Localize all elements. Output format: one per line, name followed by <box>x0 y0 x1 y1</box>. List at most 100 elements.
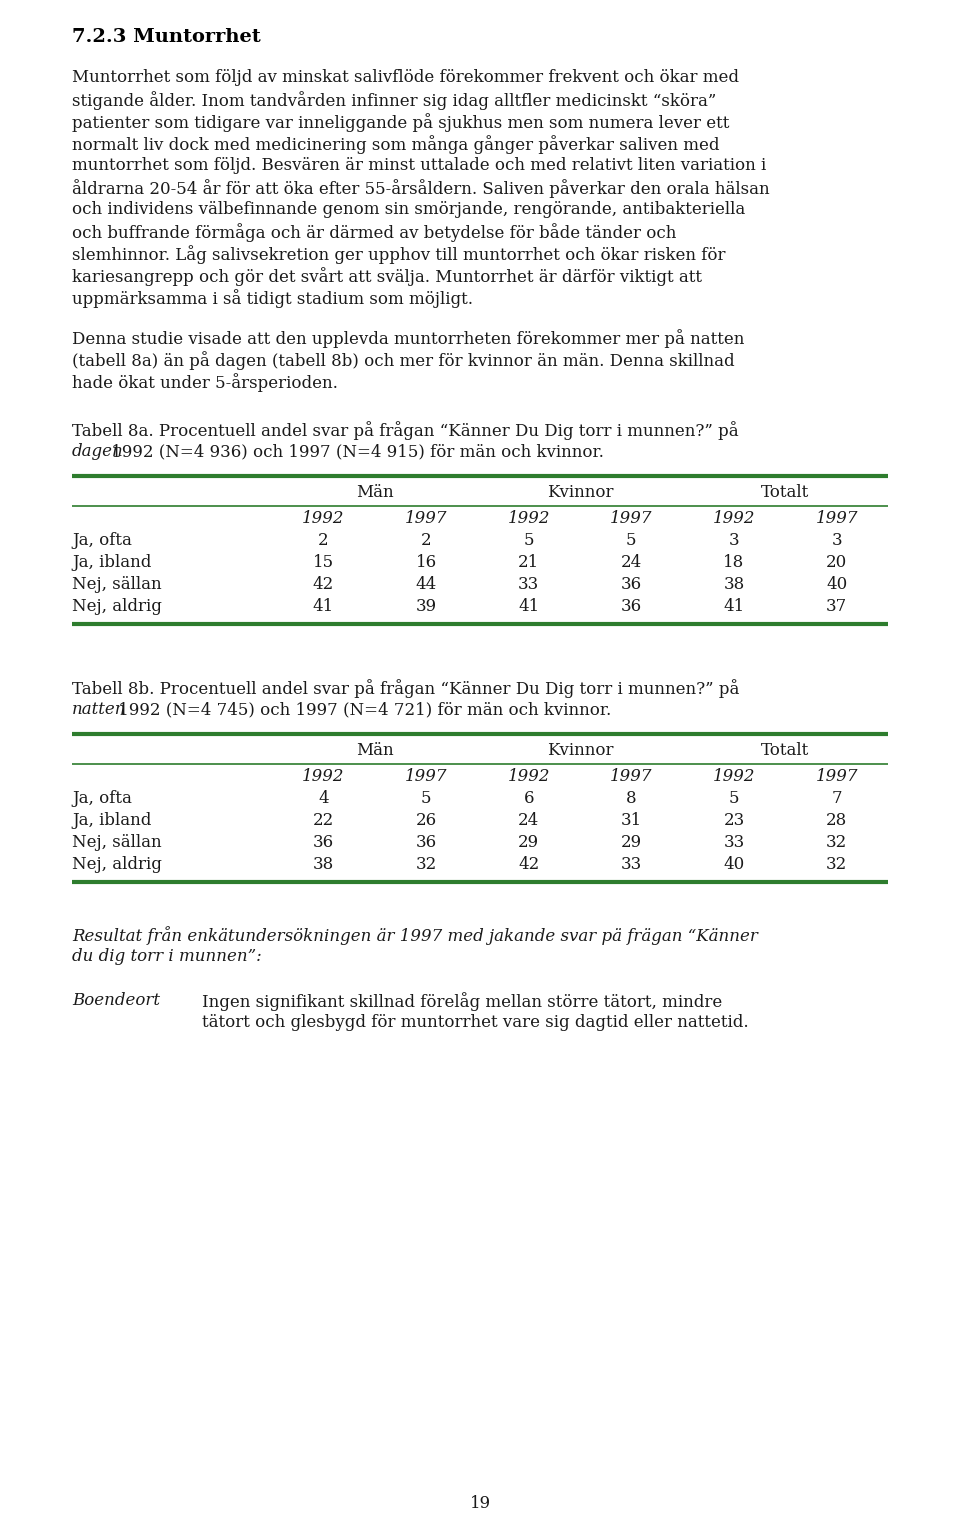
Text: 26: 26 <box>416 812 437 829</box>
Text: 19: 19 <box>469 1495 491 1512</box>
Text: 2: 2 <box>420 531 431 548</box>
Text: 1992: 1992 <box>712 510 756 527</box>
Text: och buffrande förmåga och är därmed av betydelse för både tänder och: och buffrande förmåga och är därmed av b… <box>72 223 677 242</box>
Text: Nej, aldrig: Nej, aldrig <box>72 598 162 614</box>
Text: 24: 24 <box>621 554 642 571</box>
Text: 1992: 1992 <box>508 768 550 785</box>
Text: 2: 2 <box>318 531 328 548</box>
Text: Ja, ibland: Ja, ibland <box>72 554 152 571</box>
Text: 7.2.3 Muntorrhet: 7.2.3 Muntorrhet <box>72 28 261 46</box>
Text: uppmärksamma i så tidigt stadium som möjligt.: uppmärksamma i så tidigt stadium som möj… <box>72 290 473 308</box>
Text: 36: 36 <box>621 576 642 593</box>
Text: 31: 31 <box>621 812 642 829</box>
Text: hade ökat under 5-årsperioden.: hade ökat under 5-årsperioden. <box>72 373 338 391</box>
Text: Resultat från enkätundersökningen är 1997 med jakande svar pä frägan “Känne: Resultat från enkätundersökningen är 1… <box>72 926 757 946</box>
Text: stigande ålder. Inom tandvården infinner sig idag alltfler medicinskt “sköra”: stigande ålder. Inom tandvården infinner… <box>72 91 716 109</box>
Text: 5: 5 <box>420 790 431 807</box>
Text: 1992: 1992 <box>302 768 345 785</box>
Text: 29: 29 <box>621 835 642 852</box>
Text: 38: 38 <box>313 856 334 873</box>
Text: 1992 (N=4 936) och 1997 (N=4 915) för män och kvinnor.: 1992 (N=4 936) och 1997 (N=4 915) för mä… <box>106 444 604 460</box>
Text: 41: 41 <box>724 598 745 614</box>
Text: 16: 16 <box>416 554 437 571</box>
Text: natten: natten <box>72 701 127 718</box>
Text: Ja, ofta: Ja, ofta <box>72 531 132 548</box>
Text: Män: Män <box>356 742 394 759</box>
Text: 38: 38 <box>724 576 745 593</box>
Text: du dig torr i munnen”:: du dig torr i munnen”: <box>72 949 262 966</box>
Text: 1997: 1997 <box>405 768 447 785</box>
Text: 28: 28 <box>826 812 848 829</box>
Text: slemhinnor. Låg salivsekretion ger upphov till muntorrhet och ökar risken för: slemhinnor. Låg salivsekretion ger uppho… <box>72 245 726 263</box>
Text: 36: 36 <box>416 835 437 852</box>
Text: 42: 42 <box>313 576 334 593</box>
Text: 1992: 1992 <box>712 768 756 785</box>
Text: 42: 42 <box>518 856 540 873</box>
Text: 3: 3 <box>729 531 739 548</box>
Text: kariesangrepp och gör det svårt att svälja. Muntorrhet är därför viktigt att: kariesangrepp och gör det svårt att sväl… <box>72 266 702 286</box>
Text: 40: 40 <box>724 856 745 873</box>
Text: patienter som tidigare var inneliggande på sjukhus men som numera lever ett: patienter som tidigare var inneliggande … <box>72 112 730 132</box>
Text: 1992: 1992 <box>302 510 345 527</box>
Text: 5: 5 <box>523 531 534 548</box>
Text: tätort och glesbygd för muntorrhet vare sig dagtid eller nattetid.: tätort och glesbygd för muntorrhet vare … <box>202 1013 749 1030</box>
Text: 3: 3 <box>831 531 842 548</box>
Text: 33: 33 <box>724 835 745 852</box>
Text: 32: 32 <box>416 856 437 873</box>
Text: 36: 36 <box>313 835 334 852</box>
Text: Nej, sällan: Nej, sällan <box>72 835 161 852</box>
Text: Tabell 8b. Procentuell andel svar på frågan “Känner Du Dig torr i munnen?” på: Tabell 8b. Procentuell andel svar på frå… <box>72 679 739 698</box>
Text: 22: 22 <box>313 812 334 829</box>
Text: Ingen signifikant skillnad förelåg mellan större tätort, mindre: Ingen signifikant skillnad förelåg mella… <box>202 992 722 1010</box>
Text: Totalt: Totalt <box>761 742 809 759</box>
Text: Nej, sällan: Nej, sällan <box>72 576 161 593</box>
Text: 18: 18 <box>724 554 745 571</box>
Text: dagen: dagen <box>72 444 124 460</box>
Text: 32: 32 <box>826 856 848 873</box>
Text: 33: 33 <box>518 576 540 593</box>
Text: 1997: 1997 <box>611 768 653 785</box>
Text: Ja, ibland: Ja, ibland <box>72 812 152 829</box>
Text: 33: 33 <box>621 856 642 873</box>
Text: 5: 5 <box>626 531 636 548</box>
Text: 20: 20 <box>826 554 848 571</box>
Text: 1992 (N=4 745) och 1997 (N=4 721) för män och kvinnor.: 1992 (N=4 745) och 1997 (N=4 721) för mä… <box>113 701 612 718</box>
Text: 36: 36 <box>621 598 642 614</box>
Text: muntorrhet som följd. Besvären är minst uttalade och med relativt liten variatio: muntorrhet som följd. Besvären är minst … <box>72 157 766 174</box>
Text: 1997: 1997 <box>405 510 447 527</box>
Text: Totalt: Totalt <box>761 484 809 500</box>
Text: normalt liv dock med medicinering som många gånger påverkar saliven med: normalt liv dock med medicinering som må… <box>72 136 719 154</box>
Text: Nej, aldrig: Nej, aldrig <box>72 856 162 873</box>
Text: Tabell 8a. Procentuell andel svar på frågan “Känner Du Dig torr i munnen?” på: Tabell 8a. Procentuell andel svar på frå… <box>72 420 738 440</box>
Text: 5: 5 <box>729 790 739 807</box>
Text: 32: 32 <box>826 835 848 852</box>
Text: 8: 8 <box>626 790 636 807</box>
Text: 1997: 1997 <box>815 510 858 527</box>
Text: Kvinnor: Kvinnor <box>547 742 613 759</box>
Text: 21: 21 <box>518 554 540 571</box>
Text: 23: 23 <box>724 812 745 829</box>
Text: Män: Män <box>356 484 394 500</box>
Text: 29: 29 <box>518 835 540 852</box>
Text: Kvinnor: Kvinnor <box>547 484 613 500</box>
Text: 44: 44 <box>416 576 437 593</box>
Text: 1997: 1997 <box>611 510 653 527</box>
Text: (tabell 8a) än på dagen (tabell 8b) och mer för kvinnor än män. Denna skillnad: (tabell 8a) än på dagen (tabell 8b) och … <box>72 351 734 370</box>
Text: Denna studie visade att den upplevda muntorrheten förekommer mer på natten: Denna studie visade att den upplevda mun… <box>72 328 744 348</box>
Text: 41: 41 <box>518 598 540 614</box>
Text: 6: 6 <box>523 790 534 807</box>
Text: 37: 37 <box>826 598 848 614</box>
Text: Boendeort: Boendeort <box>72 992 160 1009</box>
Text: Muntorrhet som följd av minskat salivflöde förekommer frekvent och ökar med: Muntorrhet som följd av minskat salivflö… <box>72 69 739 86</box>
Text: åldrarna 20-54 år för att öka efter 55-årsåldern. Saliven påverkar den orala häl: åldrarna 20-54 år för att öka efter 55-å… <box>72 179 770 199</box>
Text: 4: 4 <box>318 790 328 807</box>
Text: Ja, ofta: Ja, ofta <box>72 790 132 807</box>
Text: 15: 15 <box>313 554 334 571</box>
Text: 7: 7 <box>831 790 842 807</box>
Text: 40: 40 <box>826 576 848 593</box>
Text: 41: 41 <box>313 598 334 614</box>
Text: 24: 24 <box>518 812 540 829</box>
Text: och individens välbefinnande genom sin smörjande, rengörande, antibakteriella: och individens välbefinnande genom sin s… <box>72 202 745 219</box>
Text: 1997: 1997 <box>815 768 858 785</box>
Text: 1992: 1992 <box>508 510 550 527</box>
